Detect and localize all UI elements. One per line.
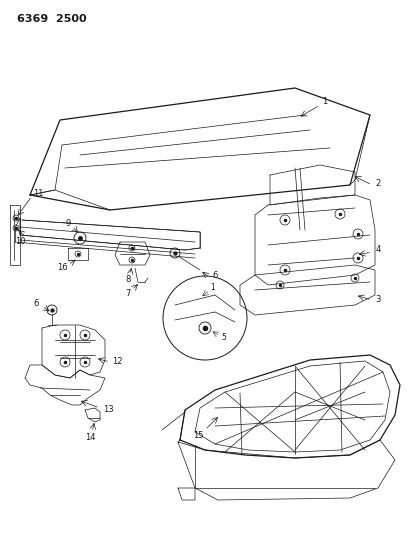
Text: 16: 16 (57, 263, 67, 272)
Text: 10: 10 (15, 238, 25, 246)
Text: 15: 15 (193, 431, 203, 440)
Text: 3: 3 (375, 295, 381, 304)
Text: 2: 2 (375, 180, 381, 189)
Text: 5: 5 (222, 334, 226, 343)
Text: 7: 7 (125, 289, 131, 298)
Text: 14: 14 (85, 433, 95, 442)
Text: 11: 11 (33, 189, 43, 198)
Text: 9: 9 (65, 219, 71, 228)
Text: 12: 12 (112, 358, 122, 367)
Text: 8: 8 (125, 276, 131, 285)
Text: 1: 1 (211, 284, 215, 293)
Text: 6369  2500: 6369 2500 (17, 14, 86, 24)
Text: 13: 13 (103, 406, 113, 415)
Text: 6: 6 (212, 271, 218, 280)
Text: 4: 4 (375, 246, 381, 254)
Text: 1: 1 (322, 98, 328, 107)
Text: 6: 6 (33, 300, 39, 309)
